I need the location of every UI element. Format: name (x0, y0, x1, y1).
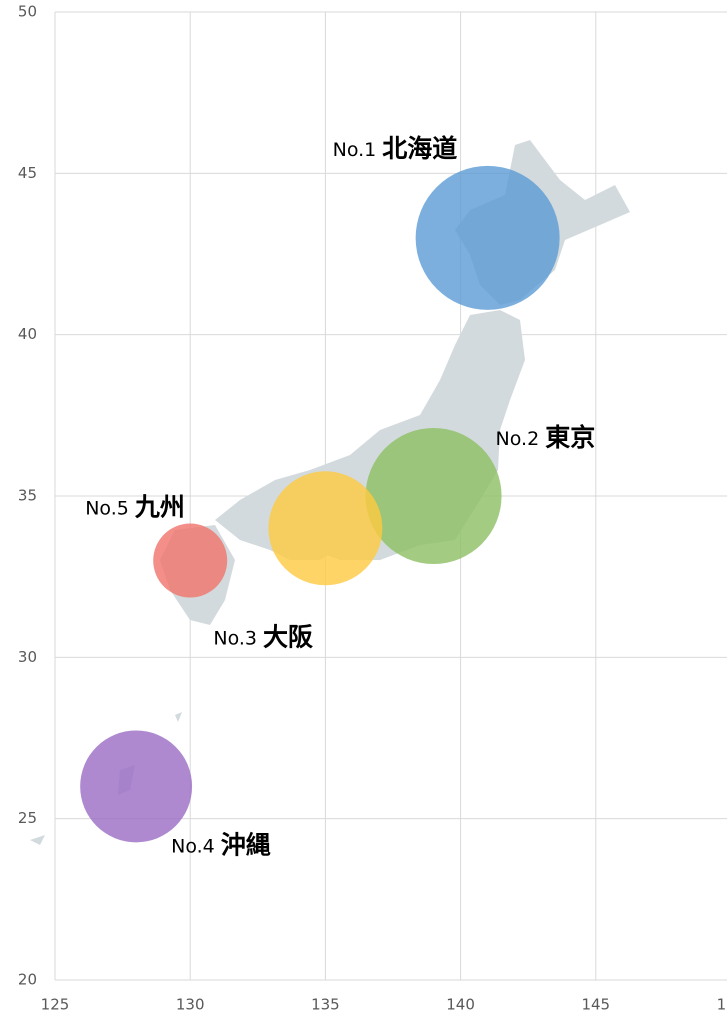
y-tick-label: 25 (18, 809, 37, 827)
ticks: 125 130 135 140 145 150 20 25 30 35 40 45 50 (18, 3, 727, 1014)
y-tick-label: 35 (18, 487, 37, 505)
rank: No.3 (213, 627, 257, 649)
series-name: 九州 (134, 493, 185, 522)
rank: No.2 (496, 428, 540, 450)
series-name: 北海道 (382, 134, 457, 163)
x-tick-label: 150 (717, 996, 727, 1014)
bubble (153, 523, 228, 598)
y-tick-label: 20 (18, 971, 37, 989)
bubble-label: No.2 東京 (496, 423, 596, 452)
y-tick-label: 40 (18, 325, 37, 343)
x-tick-label: 130 (176, 996, 205, 1014)
rank: No.5 (85, 497, 129, 519)
y-tick-label: 45 (18, 164, 37, 182)
bubble-label: No.4 沖縄 (171, 830, 271, 859)
rank: No.1 (333, 138, 377, 160)
x-tick-label: 135 (311, 996, 340, 1014)
y-tick-label: 30 (18, 648, 37, 666)
bubble-label: No.3 大阪 (213, 622, 313, 651)
series-name: 東京 (545, 423, 595, 452)
bubble-label: No.1 北海道 (333, 134, 458, 163)
bubble (80, 730, 193, 843)
bubble-label: No.5 九州 (85, 493, 185, 522)
bubble (365, 427, 502, 565)
bubble (268, 471, 383, 586)
x-tick-label: 125 (41, 996, 70, 1014)
series-name: 沖縄 (221, 830, 271, 859)
bubble (415, 165, 560, 310)
x-tick-label: 145 (581, 996, 610, 1014)
series-name: 大阪 (263, 622, 313, 651)
rank: No.4 (171, 835, 215, 857)
x-tick-label: 140 (446, 996, 475, 1014)
y-tick-label: 50 (18, 3, 37, 21)
bubbles: No.1 北海道 No.2 東京 No.3 大阪 No.4 沖縄 No.5 九州 (80, 134, 596, 859)
